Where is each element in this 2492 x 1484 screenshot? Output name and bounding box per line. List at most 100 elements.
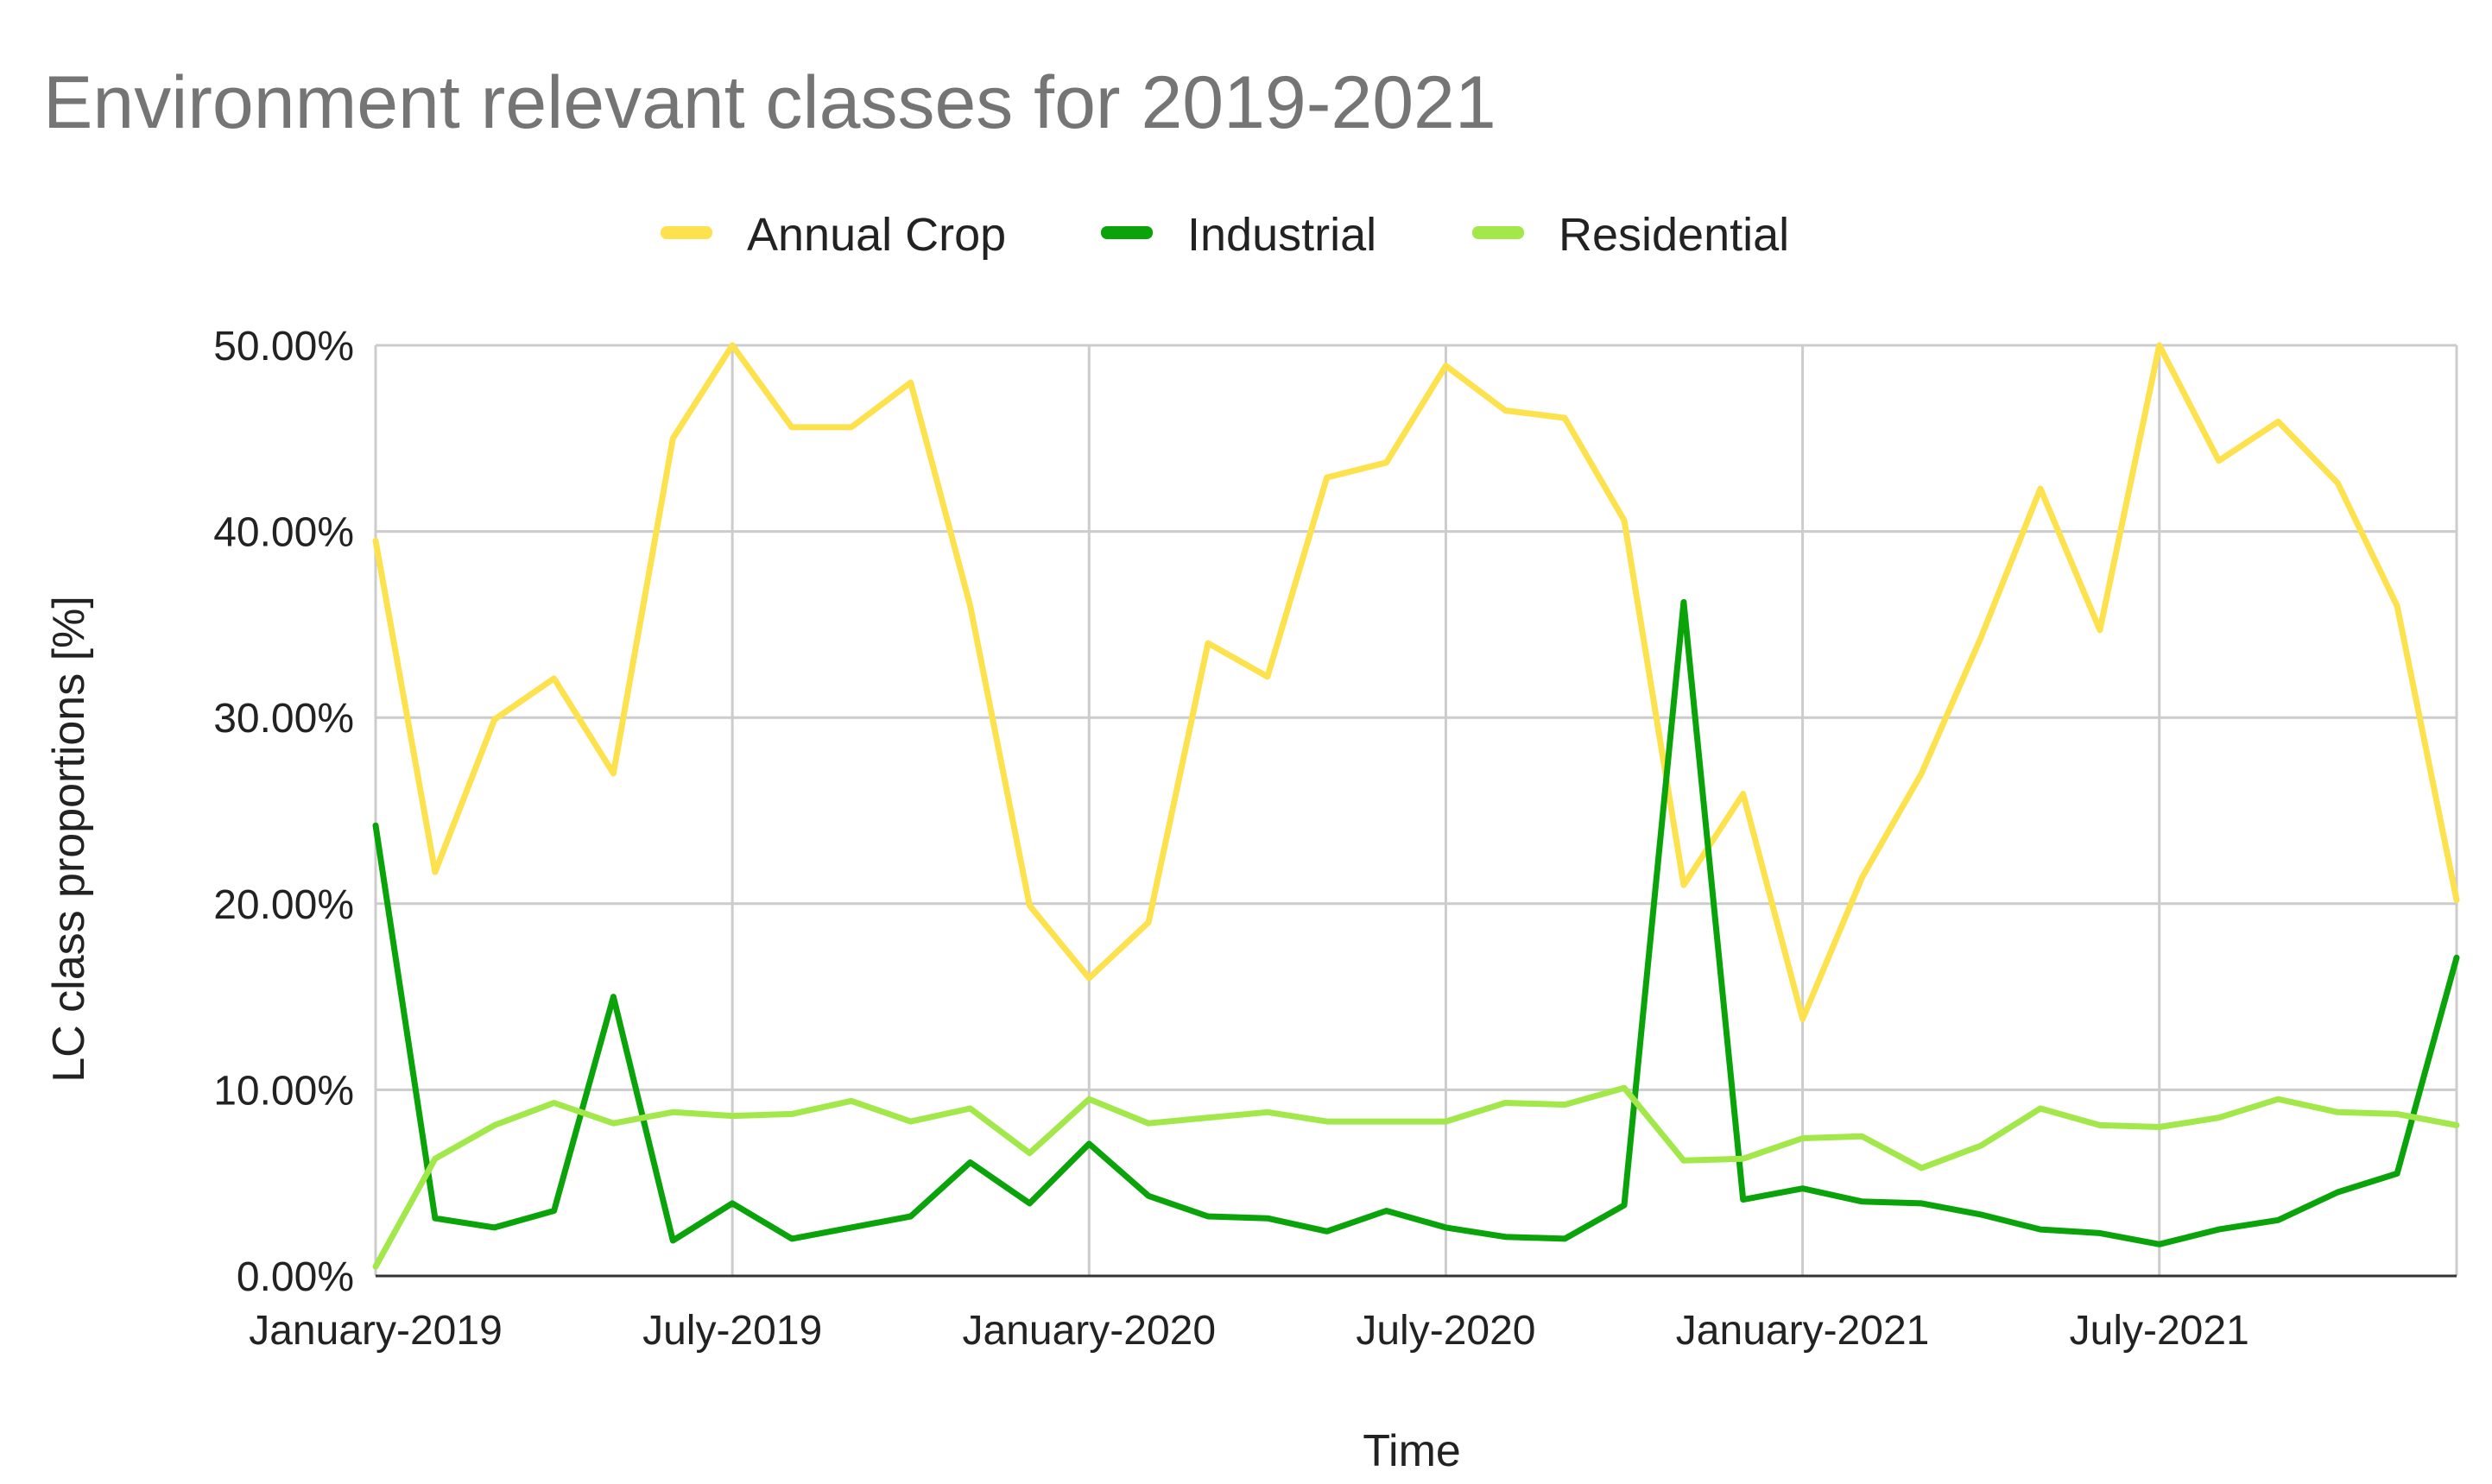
data-point	[967, 1105, 973, 1111]
data-point	[2156, 1241, 2162, 1247]
data-point	[2335, 1109, 2341, 1115]
data-point	[1027, 1150, 1033, 1156]
data-point	[730, 1113, 736, 1119]
data-point	[1562, 415, 1568, 421]
data-point	[1502, 1234, 1508, 1240]
data-point	[2275, 1217, 2281, 1223]
legend-label: Annual Crop	[747, 209, 1006, 261]
data-point	[1622, 1085, 1627, 1091]
series-lines	[372, 342, 2460, 1270]
data-point	[1562, 1102, 1568, 1108]
data-point	[2275, 1096, 2281, 1102]
data-point	[2454, 897, 2459, 903]
data-point	[1622, 517, 1627, 523]
data-point	[373, 1264, 378, 1270]
data-point	[1383, 1119, 1389, 1125]
data-point	[1919, 770, 1925, 776]
data-point	[1264, 1216, 1270, 1222]
data-point	[1027, 1200, 1033, 1206]
data-point	[1978, 1211, 1984, 1217]
legend-label: Residential	[1559, 209, 1789, 261]
data-point	[2394, 1111, 2400, 1117]
data-point	[2394, 1171, 2400, 1177]
x-tick-label: January-2020	[963, 1308, 1217, 1354]
legend-swatch	[661, 226, 712, 239]
data-point	[848, 424, 854, 430]
data-point	[491, 1122, 497, 1128]
data-point	[1859, 875, 1865, 881]
series-industrial	[372, 599, 2460, 1247]
data-point	[1622, 1203, 1627, 1209]
x-axis-title: Time	[1363, 1426, 1461, 1476]
data-point	[789, 1111, 794, 1117]
data-point	[2216, 1227, 2222, 1233]
data-point	[2394, 603, 2400, 609]
data-point	[2038, 486, 2043, 492]
data-point	[1799, 1016, 1806, 1022]
data-point	[1859, 1198, 1865, 1204]
data-point	[967, 1159, 973, 1165]
data-point	[1443, 1119, 1449, 1125]
x-tick-label: July-2021	[2070, 1308, 2249, 1354]
data-point	[2156, 1124, 2162, 1130]
data-point	[1740, 1197, 1746, 1203]
data-point	[1324, 475, 1330, 481]
data-point	[1919, 1200, 1925, 1206]
y-axis-ticks: 0.00% 10.00% 20.00% 30.00% 40.00% 50.00%	[213, 324, 354, 1300]
data-point	[2038, 1105, 2043, 1111]
data-point	[1502, 1100, 1508, 1106]
data-point	[2216, 1115, 2222, 1121]
data-point	[1740, 791, 1746, 797]
chart-title: Environment relevant classes for 2019-20…	[43, 61, 1496, 144]
series-line	[372, 599, 2460, 1247]
data-point	[1680, 599, 1686, 605]
y-tick-label: 50.00%	[213, 324, 354, 369]
data-point	[1027, 902, 1033, 908]
data-point	[730, 343, 736, 348]
data-point	[1383, 459, 1389, 465]
gridlines	[374, 344, 2458, 1278]
data-point	[670, 435, 676, 441]
data-point	[1443, 1224, 1449, 1230]
data-point	[2454, 1122, 2459, 1128]
data-point	[551, 1100, 557, 1106]
data-point	[967, 603, 973, 609]
x-axis-ticks: January-2019 July-2019 January-2020 July-20…	[249, 1308, 2249, 1354]
data-point	[1086, 1096, 1092, 1102]
data-point	[670, 1238, 676, 1244]
data-point	[2216, 458, 2222, 464]
data-point	[908, 1119, 914, 1125]
data-point	[373, 823, 378, 829]
data-point	[610, 770, 617, 776]
data-point	[1146, 1121, 1152, 1127]
data-point	[848, 1098, 854, 1104]
data-point	[670, 1109, 676, 1115]
data-point	[1146, 919, 1152, 925]
data-point	[432, 869, 438, 875]
data-point	[1324, 1119, 1330, 1125]
data-point	[2335, 480, 2341, 486]
data-point	[1919, 1165, 1925, 1171]
data-point	[432, 1156, 438, 1162]
data-point	[432, 1216, 438, 1222]
data-point	[2038, 1227, 2043, 1233]
data-point	[1680, 882, 1686, 888]
data-point	[789, 424, 794, 430]
data-point	[373, 538, 378, 544]
data-point	[1443, 363, 1449, 369]
y-tick-label: 0.00%	[237, 1254, 354, 1300]
series-line	[372, 342, 2460, 1022]
data-point	[1740, 1156, 1746, 1162]
data-point	[789, 1235, 794, 1241]
data-point	[1978, 1143, 1984, 1149]
x-tick-label: July-2019	[642, 1308, 822, 1354]
data-point	[1799, 1185, 1806, 1191]
data-point	[908, 1214, 914, 1220]
data-point	[1680, 1158, 1686, 1164]
data-point	[1264, 673, 1270, 679]
data-point	[2097, 627, 2103, 633]
data-point	[1264, 1109, 1270, 1115]
data-point	[610, 994, 617, 1000]
data-point	[2275, 419, 2281, 425]
data-point	[2156, 343, 2162, 348]
